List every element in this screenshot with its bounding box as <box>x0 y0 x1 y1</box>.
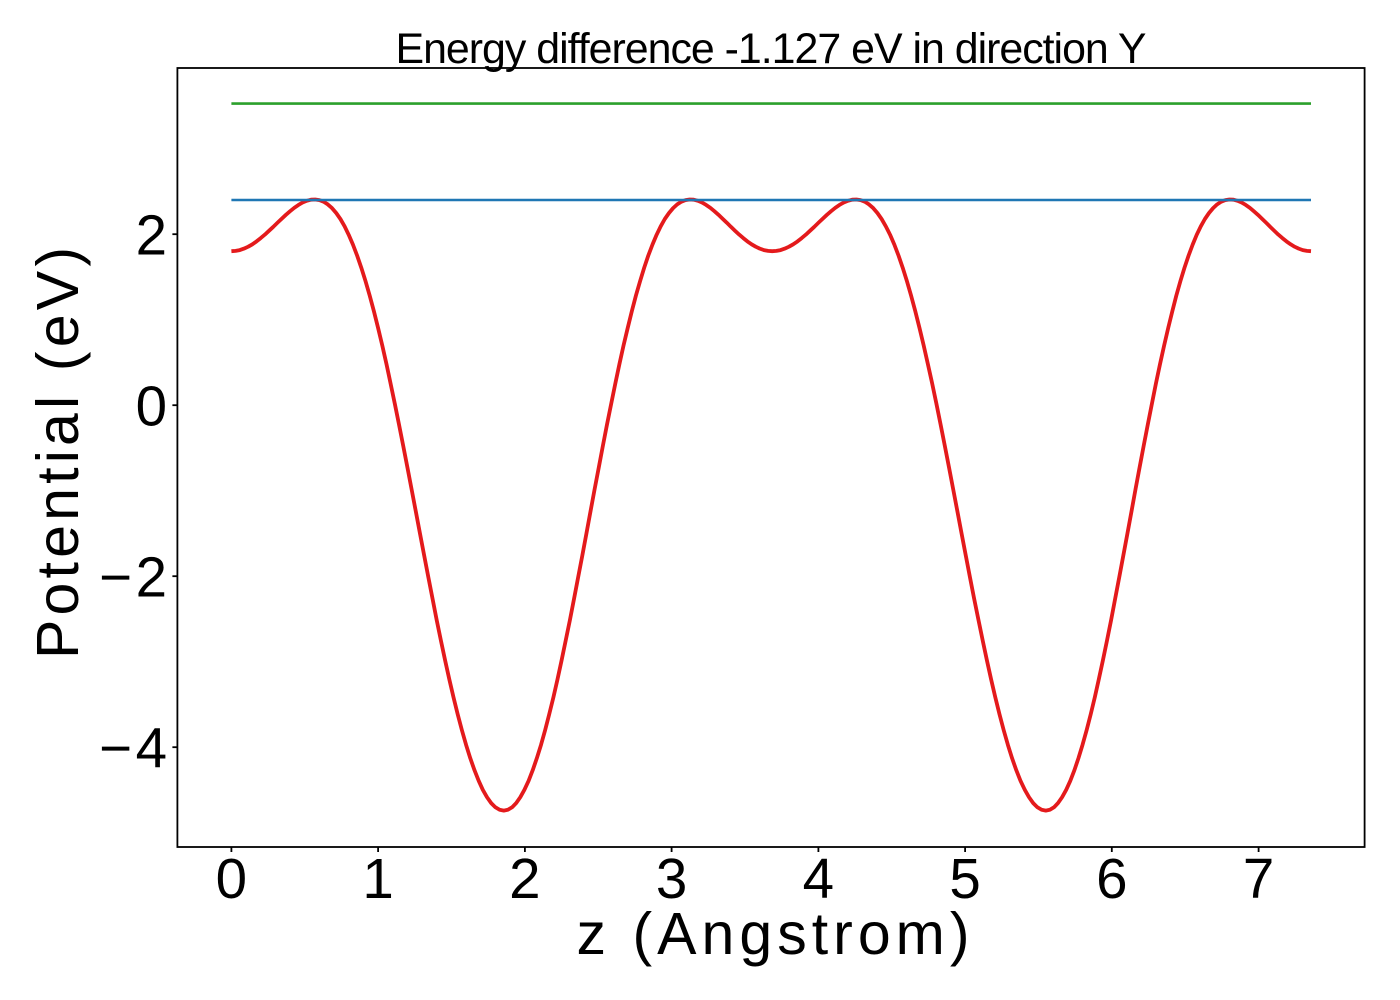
svg-text:Potential (eV): Potential (eV) <box>25 247 91 659</box>
svg-text:Energy difference -1.127 eV in: Energy difference -1.127 eV in direction… <box>396 25 1147 73</box>
svg-text:7: 7 <box>1243 847 1274 910</box>
svg-text:2: 2 <box>136 203 167 266</box>
svg-text:3: 3 <box>656 847 687 910</box>
svg-text:2: 2 <box>509 847 540 910</box>
svg-text:0: 0 <box>216 847 247 910</box>
svg-text:4: 4 <box>803 847 834 910</box>
svg-text:1: 1 <box>362 847 393 910</box>
svg-text:5: 5 <box>949 847 980 910</box>
svg-text:0: 0 <box>136 374 167 437</box>
svg-text:6: 6 <box>1096 847 1127 910</box>
